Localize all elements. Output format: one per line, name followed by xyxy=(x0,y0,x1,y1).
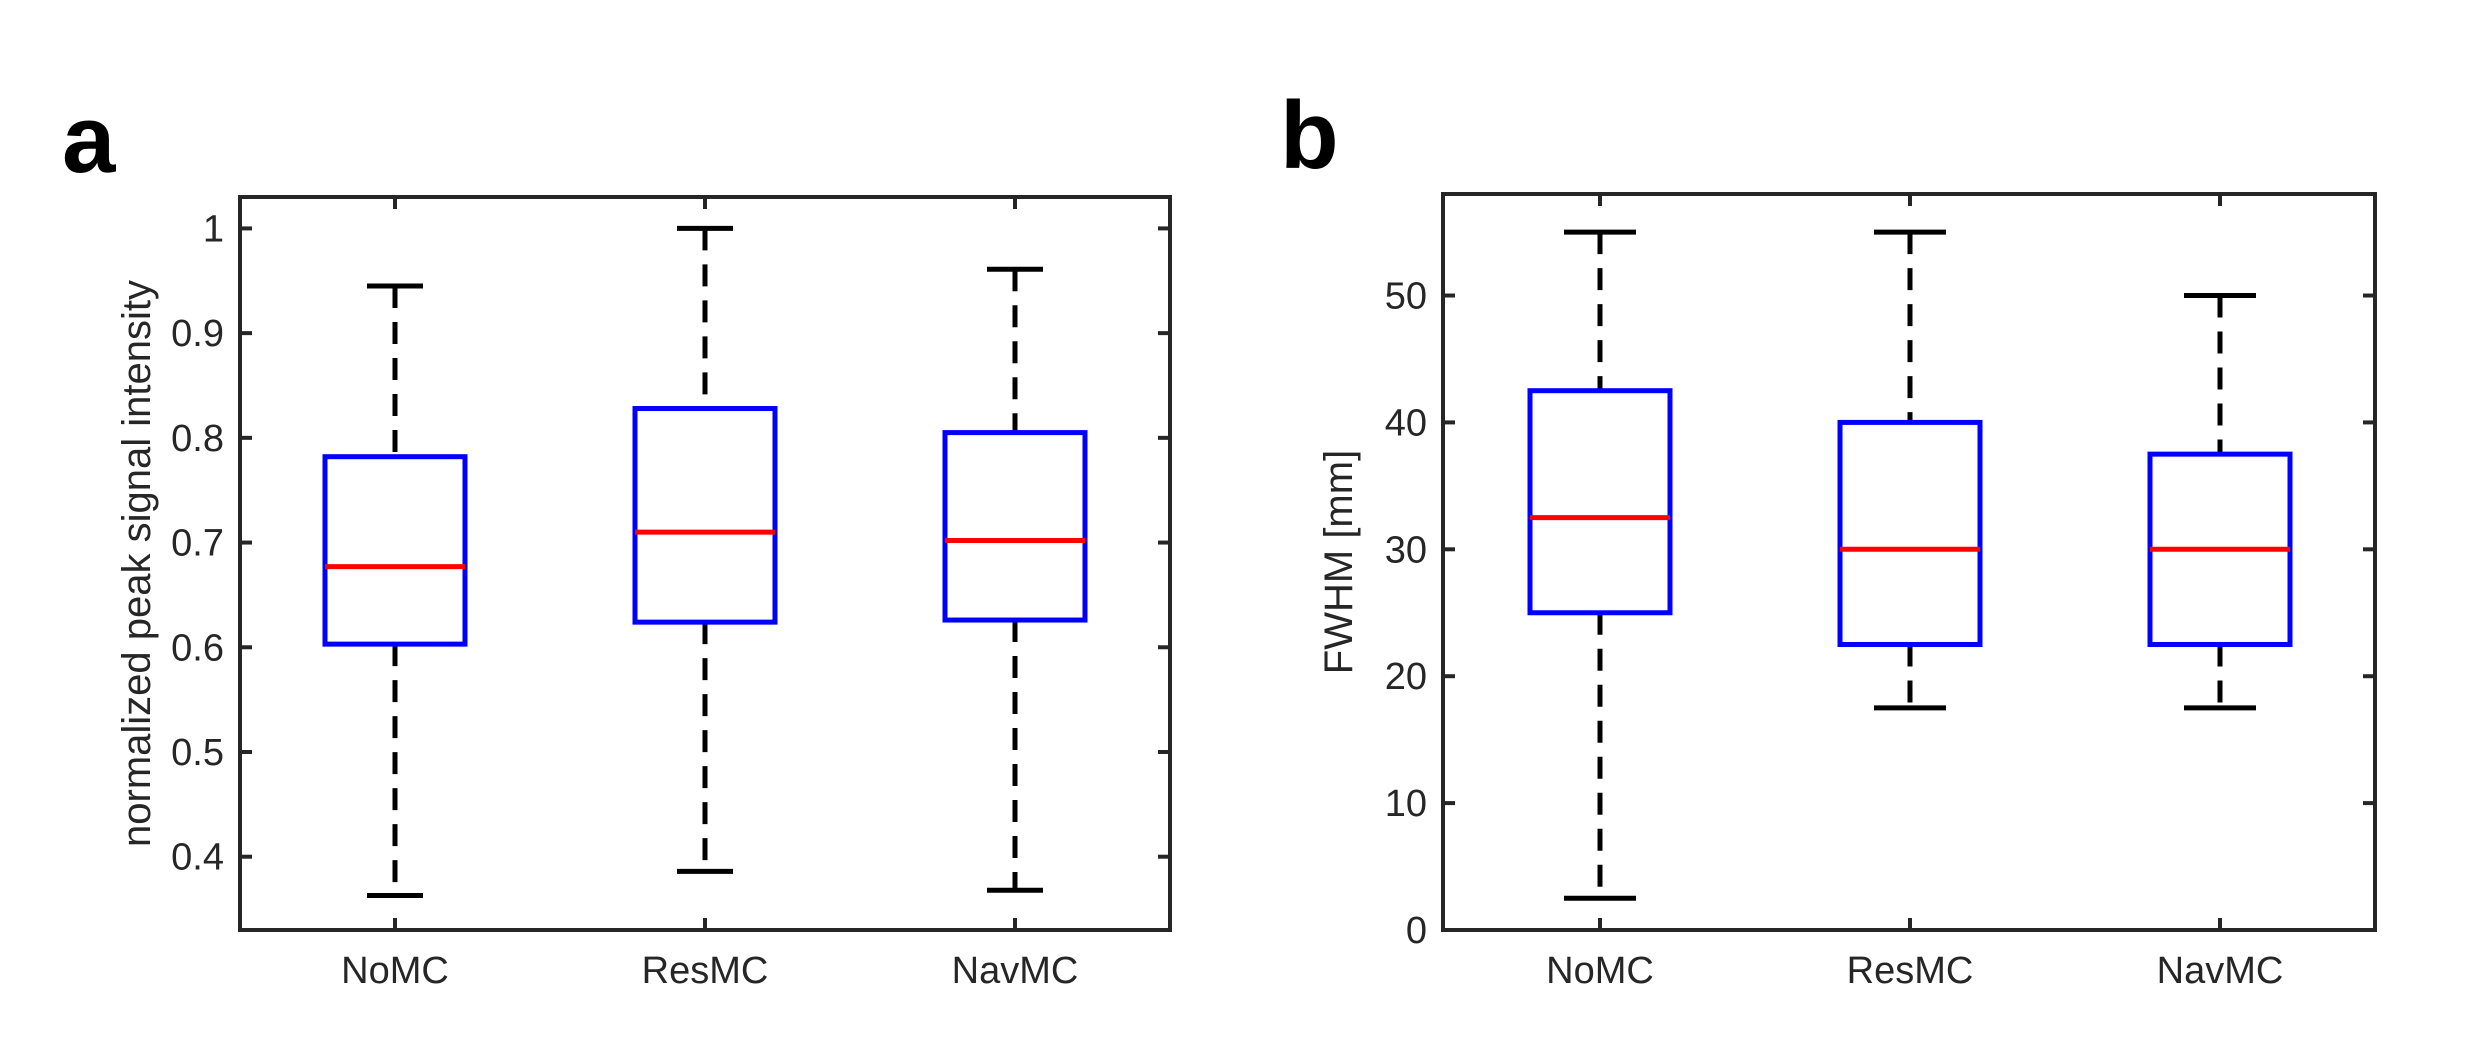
box-nomc xyxy=(1527,229,1673,901)
x-tick-label: ResMC xyxy=(642,950,769,992)
iqr-box xyxy=(1837,419,1983,647)
y-tick-label: 0.7 xyxy=(171,523,224,565)
x-tick-label: NoMC xyxy=(341,950,449,992)
y-tick-label: 50 xyxy=(1385,276,1427,318)
y-tick-label: 10 xyxy=(1385,783,1427,825)
panel-b-y-ticks: 0 10 20 30 40 50 xyxy=(1385,276,2375,952)
box-navmc xyxy=(942,266,1088,893)
box-resmc xyxy=(632,225,778,874)
y-tick-label: 30 xyxy=(1385,529,1427,571)
x-tick-label: NavMC xyxy=(2157,950,2284,992)
x-tick-label: NavMC xyxy=(952,950,1079,992)
panel-a-boxes xyxy=(322,225,1088,898)
x-tick-label: ResMC xyxy=(1847,950,1974,992)
panel-a-x-ticks: NoMC ResMC NavMC xyxy=(341,197,1078,992)
y-tick-label: 0 xyxy=(1406,910,1427,952)
box-nomc xyxy=(322,283,468,898)
y-tick-label: 1 xyxy=(203,208,224,250)
x-tick-label: NoMC xyxy=(1546,950,1654,992)
panel-a-boxplot: a 0.4 0.5 0.6 0.7 0.8 0.9 1 NoMC ResMC NavMC nor… xyxy=(62,86,1172,992)
iqr-box xyxy=(632,406,778,625)
iqr-box xyxy=(322,454,468,647)
y-tick-label: 40 xyxy=(1385,402,1427,444)
panel-a-y-ticks: 0.4 0.5 0.6 0.7 0.8 0.9 1 xyxy=(171,208,1170,879)
iqr-box xyxy=(942,430,1088,623)
iqr-box xyxy=(1527,388,1673,616)
box-navmc xyxy=(2147,293,2293,711)
y-tick-label: 0.4 xyxy=(171,837,224,879)
panel-b-boxplot: b 0 10 20 30 40 50 NoMC ResMC NavMC FWHM [mm] xyxy=(1280,82,2377,992)
box-resmc xyxy=(1837,229,1983,711)
y-tick-label: 0.5 xyxy=(171,732,224,774)
panel-b-boxes xyxy=(1527,229,2293,901)
y-tick-label: 0.9 xyxy=(171,313,224,355)
panel-b-letter: b xyxy=(1280,82,1339,189)
panel-a-axes-frame xyxy=(238,195,1172,932)
panel-b-y-axis-label: FWHM [mm] xyxy=(1317,450,1361,674)
panel-a-y-axis-label: normalized peak signal intensity xyxy=(115,280,159,847)
panel-a-letter: a xyxy=(62,86,116,193)
y-tick-label: 0.6 xyxy=(171,627,224,669)
y-tick-label: 0.8 xyxy=(171,418,224,460)
panel-b-x-ticks: NoMC ResMC NavMC xyxy=(1546,194,2283,992)
y-tick-label: 20 xyxy=(1385,656,1427,698)
panel-b-axes-frame xyxy=(1441,192,2377,932)
